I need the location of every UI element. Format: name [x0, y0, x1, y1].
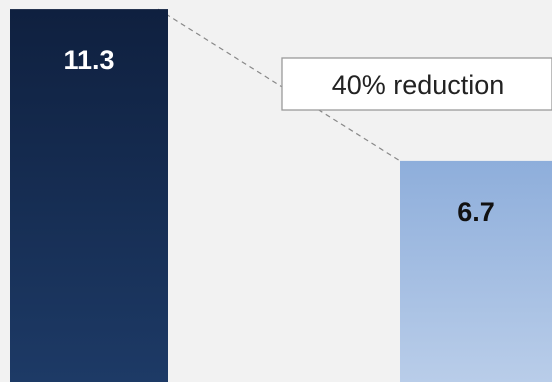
- bar-1: [10, 9, 168, 382]
- bar-2-value-label: 6.7: [457, 197, 495, 227]
- bar-1-value-label: 11.3: [63, 45, 114, 75]
- bar-2: [400, 160, 552, 382]
- annotation-callout-box: [281, 57, 552, 111]
- annotation-text: 40% reduction: [332, 70, 505, 100]
- reduction-connector-line: [157, 8, 401, 162]
